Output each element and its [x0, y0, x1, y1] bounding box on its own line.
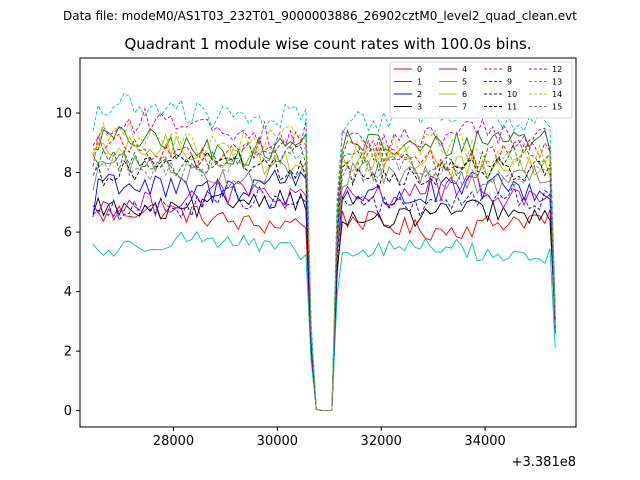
- legend-label-9: 9: [507, 78, 512, 87]
- series-line-14: [92, 121, 556, 412]
- series-line-11: [92, 150, 556, 412]
- legend-label-6: 6: [462, 90, 467, 99]
- x-tick-label-28000: 28000: [153, 434, 194, 449]
- x-tick-label-34000: 34000: [464, 434, 505, 449]
- y-tick-label-0: 0: [64, 404, 72, 419]
- legend-box: [389, 61, 573, 119]
- series-layer: [92, 92, 556, 412]
- series-line-3: [92, 189, 556, 412]
- legend-label-2: 2: [417, 90, 422, 99]
- legend-label-5: 5: [462, 78, 467, 87]
- legend-label-12: 12: [552, 65, 562, 74]
- series-line-2: [92, 169, 556, 412]
- y-tick-label-6: 6: [64, 226, 72, 241]
- legend-label-1: 1: [417, 78, 422, 87]
- y-tick-label-8: 8: [64, 166, 72, 181]
- y-tick-label-10: 10: [55, 107, 72, 122]
- legend-label-4: 4: [462, 65, 467, 74]
- x-tick-label-30000: 30000: [257, 434, 298, 449]
- series-line-5: [92, 230, 556, 412]
- y-tick-label-4: 4: [64, 285, 72, 300]
- plot-area: [79, 57, 577, 428]
- legend-label-14: 14: [552, 90, 562, 99]
- chart-title: Quadrant 1 module wise count rates with …: [124, 35, 531, 53]
- x-offset-label: +3.381e8: [512, 455, 576, 470]
- legend-label-10: 10: [507, 90, 517, 99]
- legend-label-3: 3: [417, 103, 422, 112]
- series-line-7: [92, 152, 556, 412]
- legend-label-0: 0: [417, 65, 422, 74]
- series-line-10: [92, 183, 556, 412]
- plot-frame: [79, 57, 577, 428]
- x-axis: 28000 30000 32000 34000: [153, 427, 506, 449]
- series-line-4: [92, 175, 556, 412]
- legend-label-11: 11: [507, 103, 517, 112]
- legend-label-8: 8: [507, 65, 512, 74]
- legend-label-7: 7: [462, 103, 467, 112]
- series-line-15: [92, 144, 556, 412]
- series-line-1: [92, 125, 556, 412]
- x-tick-label-32000: 32000: [361, 434, 402, 449]
- legend-label-13: 13: [552, 78, 562, 87]
- series-line-0: [92, 203, 556, 412]
- y-tick-label-2: 2: [64, 345, 72, 360]
- chart-suptitle: Data file: modeM0/AS1T03_232T01_90000038…: [63, 9, 577, 23]
- series-line-9: [92, 142, 556, 412]
- y-axis: 0 2 4 6 8 10: [55, 107, 80, 419]
- legend-label-15: 15: [552, 103, 562, 112]
